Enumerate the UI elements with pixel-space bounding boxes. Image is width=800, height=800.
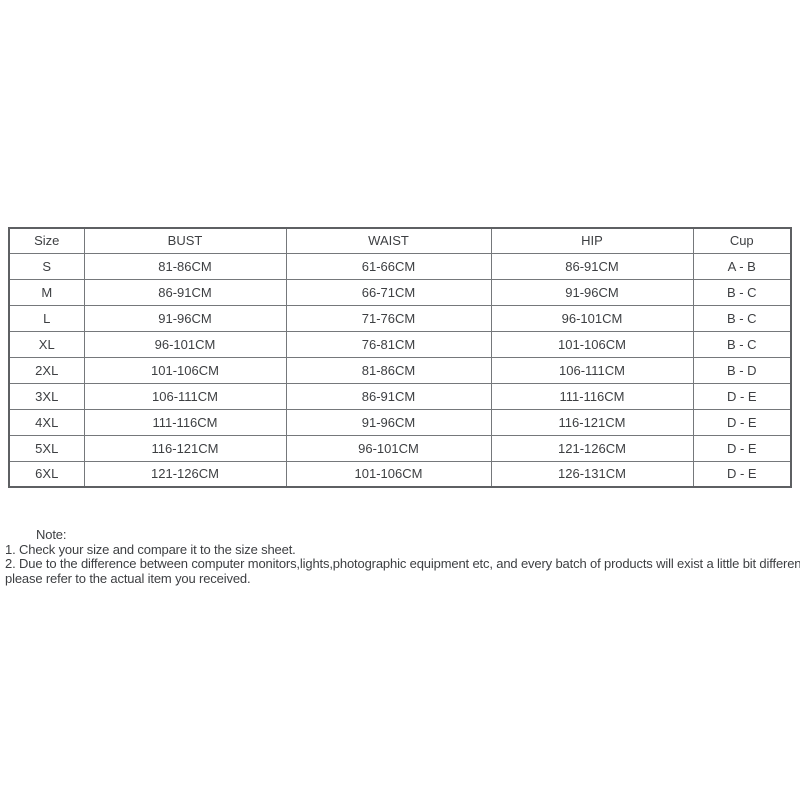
table-row-3xl: 3XL 106-111CM 86-91CM 111-116CM D - E <box>8 382 792 410</box>
table-row-6xl: 6XL 121-126CM 101-106CM 126-131CM D - E <box>8 460 792 488</box>
cell-cup: B - C <box>692 330 792 358</box>
cell-bust: 96-101CM <box>83 330 287 358</box>
cell-bust: 111-116CM <box>83 408 287 436</box>
cell-size: S <box>8 252 85 280</box>
note-title: Note: <box>36 527 67 542</box>
size-chart-table-container: Size BUST WAIST HIP Cup S 81-86CM 61-66C… <box>8 227 792 488</box>
table-row-4xl: 4XL 111-116CM 91-96CM 116-121CM D - E <box>8 408 792 436</box>
cell-cup: D - E <box>692 382 792 410</box>
table-row-s: S 81-86CM 61-66CM 86-91CM A - B <box>8 252 792 280</box>
cell-size: 6XL <box>8 460 85 488</box>
cell-hip: 116-121CM <box>490 408 694 436</box>
cell-hip: 96-101CM <box>490 304 694 332</box>
cell-hip: 126-131CM <box>490 460 694 488</box>
cell-bust: 106-111CM <box>83 382 287 410</box>
cell-bust: 101-106CM <box>83 356 287 384</box>
cell-size: XL <box>8 330 85 358</box>
cell-cup: D - E <box>692 460 792 488</box>
note-section: Note: 1. Check your size and compare it … <box>5 527 800 586</box>
cell-size: 2XL <box>8 356 85 384</box>
column-header-size: Size <box>8 227 85 254</box>
cell-cup: D - E <box>692 408 792 436</box>
column-header-hip: HIP <box>490 227 694 254</box>
cell-waist: 96-101CM <box>285 434 492 462</box>
cell-size: M <box>8 278 85 306</box>
cell-cup: D - E <box>692 434 792 462</box>
table-row-l: L 91-96CM 71-76CM 96-101CM B - C <box>8 304 792 332</box>
column-header-cup: Cup <box>692 227 792 254</box>
cell-cup: B - C <box>692 278 792 306</box>
cell-bust: 91-96CM <box>83 304 287 332</box>
cell-waist: 61-66CM <box>285 252 492 280</box>
table-row-5xl: 5XL 116-121CM 96-101CM 121-126CM D - E <box>8 434 792 462</box>
column-header-waist: WAIST <box>285 227 492 254</box>
note-line-1: 1. Check your size and compare it to the… <box>5 541 296 557</box>
cell-cup: B - D <box>692 356 792 384</box>
cell-hip: 121-126CM <box>490 434 694 462</box>
cell-cup: A - B <box>692 252 792 280</box>
cell-size: 3XL <box>8 382 85 410</box>
table-header-row: Size BUST WAIST HIP Cup <box>8 227 792 254</box>
cell-bust: 121-126CM <box>83 460 287 488</box>
column-header-bust: BUST <box>83 227 287 254</box>
cell-waist: 91-96CM <box>285 408 492 436</box>
cell-size: L <box>8 304 85 332</box>
cell-waist: 71-76CM <box>285 304 492 332</box>
cell-waist: 86-91CM <box>285 382 492 410</box>
cell-size: 4XL <box>8 408 85 436</box>
cell-hip: 86-91CM <box>490 252 694 280</box>
cell-waist: 81-86CM <box>285 356 492 384</box>
cell-hip: 101-106CM <box>490 330 694 358</box>
cell-hip: 111-116CM <box>490 382 694 410</box>
note-line-3: please refer to the actual item you rece… <box>5 570 251 586</box>
cell-waist: 66-71CM <box>285 278 492 306</box>
cell-size: 5XL <box>8 434 85 462</box>
cell-hip: 91-96CM <box>490 278 694 306</box>
size-chart-table: Size BUST WAIST HIP Cup S 81-86CM 61-66C… <box>8 227 792 488</box>
table-row-xl: XL 96-101CM 76-81CM 101-106CM B - C <box>8 330 792 358</box>
table-row-m: M 86-91CM 66-71CM 91-96CM B - C <box>8 278 792 306</box>
cell-bust: 81-86CM <box>83 252 287 280</box>
cell-waist: 76-81CM <box>285 330 492 358</box>
note-line-2: 2. Due to the difference between compute… <box>5 556 800 572</box>
cell-bust: 86-91CM <box>83 278 287 306</box>
cell-cup: B - C <box>692 304 792 332</box>
cell-hip: 106-111CM <box>490 356 694 384</box>
cell-bust: 116-121CM <box>83 434 287 462</box>
table-row-2xl: 2XL 101-106CM 81-86CM 106-111CM B - D <box>8 356 792 384</box>
cell-waist: 101-106CM <box>285 460 492 488</box>
